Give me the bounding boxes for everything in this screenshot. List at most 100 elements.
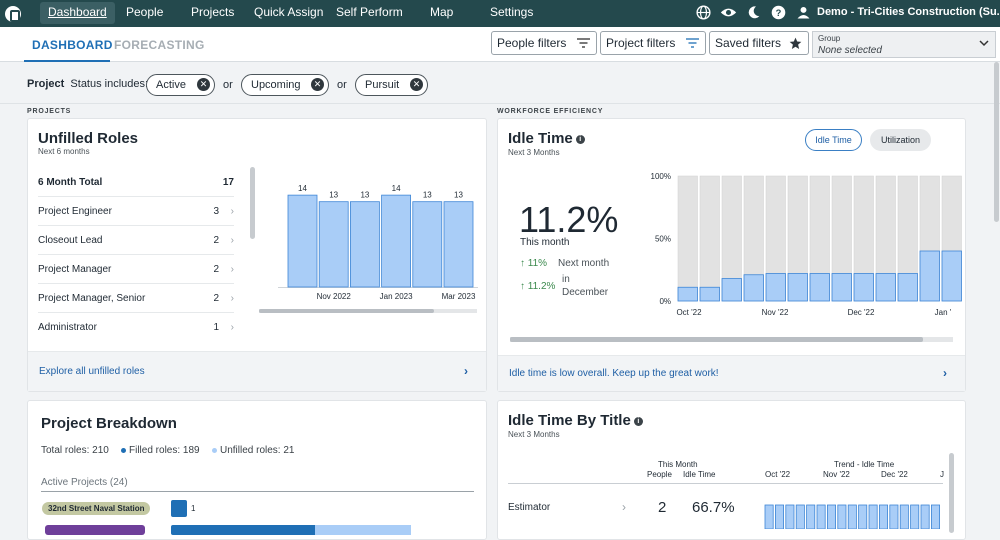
chart-scroll-track	[510, 337, 953, 342]
explore-unfilled-link[interactable]: Explore all unfilled roles	[39, 366, 145, 377]
chip-upcoming[interactable]: Upcoming ✕	[241, 74, 329, 96]
project-filters-button[interactable]: Project filters	[600, 31, 706, 55]
nav-people[interactable]: People	[126, 5, 164, 19]
unfilled-roles-label: Unfilled roles: 21	[220, 445, 295, 456]
filter-entity: Project	[27, 78, 65, 90]
card-subtitle: Next 3 Months	[508, 430, 560, 439]
unfilled-bar[interactable]	[315, 525, 411, 535]
trend-bar	[827, 504, 837, 529]
bar	[787, 273, 808, 302]
chevron-right-icon[interactable]: ›	[622, 500, 626, 514]
idle-time-card: Idle Time i Next 3 Months Idle Time Utili…	[497, 118, 966, 392]
card-footer[interactable]: Idle time is low overall. Keep up the gr…	[498, 355, 965, 391]
next-month-value: ↑ 11%	[520, 258, 548, 269]
project-tag[interactable]	[45, 525, 145, 535]
info-icon[interactable]: i	[575, 134, 585, 144]
role-row[interactable]: Project Manager, Senior 2 ›	[38, 284, 234, 313]
role-row[interactable]: Administrator 1 ›	[38, 313, 234, 342]
filter-status-label: Status includes:	[70, 78, 149, 90]
section-workforce: WORKFORCE EFFICIENCY	[497, 108, 604, 115]
card-footer[interactable]: Explore all unfilled roles ›	[28, 351, 486, 391]
trend-bar	[879, 504, 889, 529]
org-name[interactable]: Demo - Tri-Cities Construction (Su...	[817, 6, 1000, 18]
trend-header: Trend - Idle Time	[834, 460, 895, 469]
info-icon[interactable]: i	[633, 416, 643, 426]
or-text: or	[337, 79, 347, 91]
data-label: 13	[423, 191, 432, 200]
chevron-right-icon[interactable]: ›	[943, 366, 947, 380]
project-tag[interactable]: 32nd Street Naval Station	[42, 502, 151, 515]
role-row[interactable]: Closeout Lead 2 ›	[38, 226, 234, 255]
filter-row: Project Status includes: Active ✕ or Upco…	[0, 62, 1000, 104]
chevron-right-icon[interactable]: ›	[464, 364, 468, 378]
nav-dashboard[interactable]: Dashboard	[40, 2, 115, 24]
tab-forecasting[interactable]: FORECASTING	[114, 38, 205, 52]
close-icon[interactable]: ✕	[410, 78, 423, 91]
close-icon[interactable]: ✕	[197, 78, 210, 91]
role-row[interactable]: Project Manager 2 ›	[38, 255, 234, 284]
sub-nav: DASHBOARD FORECASTING People filters Pro…	[0, 27, 1000, 62]
globe-icon[interactable]	[695, 4, 712, 21]
filled-bar[interactable]	[171, 500, 187, 517]
card-title: Idle Time By Title i	[508, 412, 643, 429]
trend-bar	[764, 504, 774, 529]
next-month-number: 11%	[527, 258, 548, 269]
unfilled-roles-chart: 14 13 Nov 2022 13 14 Jan 2023 13 13 Mar 2023	[278, 184, 478, 301]
saved-filters-button[interactable]: Saved filters	[709, 31, 809, 55]
data-label: 13	[454, 191, 463, 200]
table-scrollbar[interactable]	[949, 453, 954, 533]
next-month-label: Next month	[558, 258, 610, 269]
x-tick-label: Dec '22	[848, 308, 875, 317]
nav-projects[interactable]: Projects	[191, 5, 235, 19]
bar	[443, 201, 474, 288]
toggle-utilization[interactable]: Utilization	[870, 129, 931, 151]
card-title: Project Breakdown	[41, 415, 177, 432]
help-icon[interactable]: ?	[770, 4, 787, 21]
list-scrollbar[interactable]	[250, 167, 255, 239]
page-scrollbar[interactable]	[994, 62, 999, 222]
nav-self-perform[interactable]: Self Perform	[336, 5, 403, 19]
or-text: or	[223, 79, 233, 91]
role-name: Closeout Lead	[38, 235, 103, 246]
bar	[919, 250, 940, 302]
x-tick-label: Jan '	[935, 308, 952, 317]
chevron-right-icon: ›	[230, 322, 234, 333]
people-filters-label: People filters	[497, 36, 567, 50]
chip-label: Pursuit	[365, 79, 400, 91]
chart-scrollbar[interactable]	[259, 309, 434, 313]
filter-icon	[577, 38, 590, 48]
role-row[interactable]: Project Engineer 3 ›	[38, 197, 234, 226]
filled-roles-legend: Filled roles: 189	[117, 445, 200, 456]
bar-background	[677, 175, 698, 302]
trend-bar	[795, 504, 805, 529]
moon-icon[interactable]	[745, 4, 762, 21]
trend-bar	[868, 504, 878, 529]
chip-active[interactable]: Active ✕	[146, 74, 215, 96]
bar	[381, 194, 411, 288]
trend-bar	[785, 504, 795, 529]
app-logo[interactable]	[5, 5, 21, 22]
divider	[508, 483, 943, 484]
toggle-idle-time[interactable]: Idle Time	[805, 129, 862, 151]
bar	[897, 273, 918, 302]
group-select[interactable]: Group None selected	[812, 31, 996, 58]
divider	[41, 491, 474, 492]
y-tick-label: 0%	[659, 297, 671, 306]
tab-dashboard[interactable]: DASHBOARD	[32, 38, 113, 52]
chip-pursuit[interactable]: Pursuit ✕	[355, 74, 428, 96]
user-icon[interactable]	[795, 4, 812, 21]
nav-quick-assign[interactable]: Quick Assign	[254, 5, 324, 19]
role-count: 2	[213, 264, 219, 275]
eye-icon[interactable]	[720, 4, 737, 21]
bar	[853, 273, 874, 302]
saved-filters-label: Saved filters	[715, 36, 782, 50]
title-row-name[interactable]: Estimator	[508, 502, 551, 513]
people-filters-button[interactable]: People filters	[491, 31, 597, 55]
project-count: 1	[191, 504, 196, 513]
nav-map[interactable]: Map	[430, 5, 454, 19]
nav-settings[interactable]: Settings	[490, 5, 534, 19]
chart-scrollbar[interactable]	[510, 337, 923, 342]
bar-background	[699, 175, 720, 302]
close-icon[interactable]: ✕	[311, 78, 324, 91]
group-label: Group	[818, 34, 841, 43]
